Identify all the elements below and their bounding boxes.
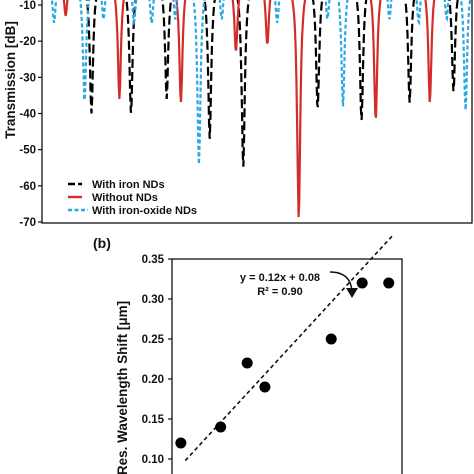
panel-b-y-tick-label: 0.25 (142, 334, 165, 346)
data-point-1 (215, 421, 227, 433)
annotation-arrowhead (346, 288, 358, 298)
data-point-0 (175, 437, 187, 449)
panel-b-y-tick-label: 0.10 (142, 454, 164, 466)
panel-b-y-tick-label: 0.30 (142, 294, 164, 306)
panel-a-y-tick-label: -10 (19, 0, 36, 12)
panel-a-plot-frame (41, 0, 473, 224)
legend-label-iron: With iron NDs (92, 179, 165, 191)
panel-a-y-ticks: -10 -20 -30 -40 -50 -60 -70 (19, 0, 42, 229)
panel-b-plot-frame (171, 258, 403, 474)
data-point-2 (241, 357, 253, 369)
panel-b-label: (b) (93, 235, 111, 251)
panel-b-y-tick-label: 0.20 (142, 374, 164, 386)
panel-a-y-tick-label: -40 (19, 109, 36, 121)
series-line-0 (85, 0, 459, 167)
legend-label-iron-oxide: With iron-oxide NDs (92, 205, 197, 217)
panel-a-y-tick-label: -30 (19, 72, 36, 84)
panel-b-points (175, 277, 395, 449)
panel-a-y-tick-label: -70 (19, 217, 36, 229)
panel-a-y-axis-label: Transmission [dB] (3, 21, 18, 139)
panel-b-y-ticks: 0.35 0.30 0.25 0.20 0.15 0.10 (142, 254, 172, 466)
panel-a-y-tick-label: -50 (19, 145, 36, 157)
data-point-3 (259, 381, 271, 393)
data-point-4 (325, 333, 337, 345)
legend: With iron NDs Without NDs With iron-oxid… (44, 176, 197, 222)
fit-equation: y = 0.12x + 0.08 (240, 272, 320, 284)
panel-b-y-axis-label: Res. Wavelength Shift [μm] (115, 301, 130, 474)
data-point-5 (356, 277, 368, 289)
panel-a-y-tick-label: -20 (19, 36, 36, 48)
panel-b-y-tick-label: 0.15 (142, 414, 165, 426)
panel-b-y-tick-label: 0.35 (142, 254, 165, 266)
panel-a-y-tick-label: -60 (19, 181, 36, 193)
panel-b-chart: (b) 0.35 0.30 0.25 0.20 0.15 0.10 Res. Wavele… (93, 234, 403, 474)
data-point-6 (383, 277, 395, 289)
fit-r-squared: R² = 0.90 (257, 286, 303, 298)
panel-a-chart: -10-20-30-40-50-60-70 Transmission [dB] … (3, 0, 473, 229)
legend-label-without: Without NDs (92, 192, 158, 204)
